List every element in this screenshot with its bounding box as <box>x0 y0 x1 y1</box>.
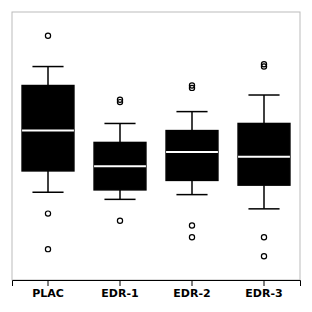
outlier <box>45 247 50 252</box>
outlier <box>189 223 194 228</box>
whisker-cap-low <box>248 208 279 210</box>
outlier <box>261 254 266 259</box>
marks <box>22 33 290 259</box>
outlier <box>45 33 50 38</box>
x-tick: EDR-1 <box>101 280 138 300</box>
outlier <box>261 62 266 67</box>
box <box>94 142 146 189</box>
whisker-cap-low <box>176 194 207 196</box>
box <box>238 123 290 185</box>
chart-container: PLAC EDR-1 EDR-2 EDR-3 <box>0 0 312 312</box>
x-tick-label: EDR-1 <box>101 287 138 300</box>
outlier <box>189 83 194 88</box>
x-tick-mark <box>120 280 121 286</box>
plot-frame <box>12 12 300 280</box>
whisker-high <box>119 123 121 142</box>
box-group <box>22 33 74 252</box>
box-group <box>238 62 290 259</box>
outlier <box>45 211 50 216</box>
whisker-cap-high <box>176 111 207 113</box>
whisker-cap-high <box>104 123 135 125</box>
whisker-low <box>47 171 49 192</box>
whisker-low <box>119 190 121 199</box>
outlier <box>117 218 122 223</box>
chart-svg: PLAC EDR-1 EDR-2 EDR-3 <box>0 0 312 312</box>
whisker-cap-high <box>248 94 279 96</box>
plot-area: PLAC EDR-1 EDR-2 EDR-3 <box>12 12 301 300</box>
whisker-low <box>191 180 193 194</box>
median-line <box>94 165 146 167</box>
x-tick: EDR-3 <box>245 280 282 300</box>
median-line <box>166 151 218 153</box>
x-tick-mark <box>264 280 265 286</box>
box <box>166 131 218 181</box>
whisker-high <box>47 67 49 86</box>
x-tick: PLAC <box>32 280 64 300</box>
whisker-high <box>263 95 265 123</box>
box <box>22 86 74 171</box>
x-tick-mark <box>192 280 193 286</box>
x-axis-line <box>13 281 301 287</box>
x-tick-label: EDR-3 <box>245 287 282 300</box>
outlier <box>189 235 194 240</box>
outlier <box>117 97 122 102</box>
outlier <box>261 235 266 240</box>
x-tick: EDR-2 <box>173 280 210 300</box>
box-group <box>94 97 146 223</box>
x-tick-label: PLAC <box>32 287 64 300</box>
whisker-high <box>191 112 193 131</box>
x-tick-label: EDR-2 <box>173 287 210 300</box>
x-tick-mark <box>48 280 49 286</box>
whisker-low <box>263 185 265 209</box>
median-line <box>238 156 290 158</box>
median-line <box>22 130 74 132</box>
whisker-cap-high <box>32 66 63 68</box>
whisker-cap-low <box>32 191 63 193</box>
whisker-cap-low <box>104 199 135 201</box>
box-group <box>166 83 218 240</box>
x-axis: PLAC EDR-1 EDR-2 EDR-3 <box>13 280 301 300</box>
